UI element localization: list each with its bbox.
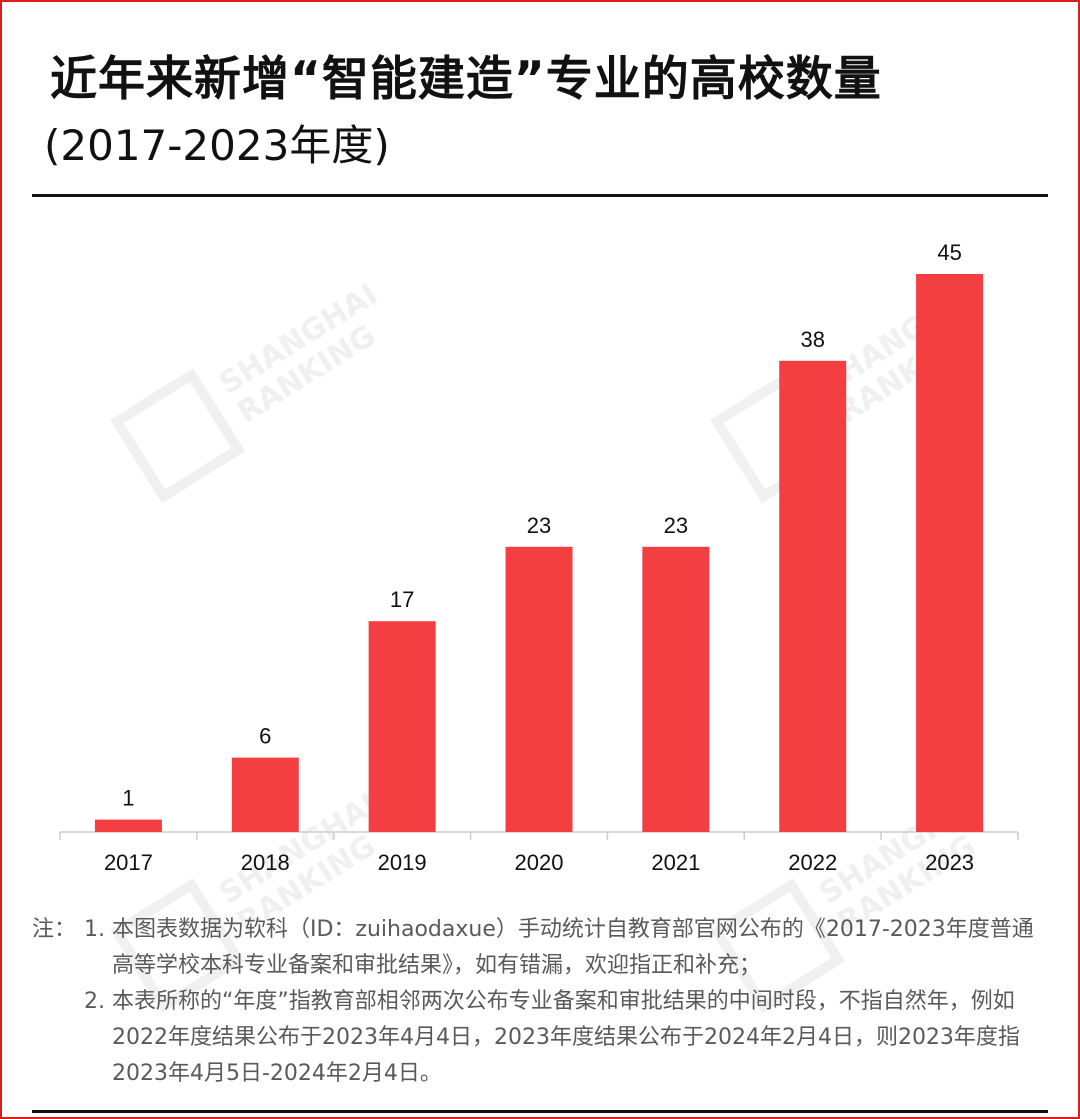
- data-label-2022: 38: [800, 327, 824, 352]
- footnote-item: 注： 1. 本图表数据为软科（ID：zuihaodaxue）手动统计自教育部官网…: [32, 912, 1048, 984]
- footnote-item: 2. 本表所称的“年度”指教育部相邻两次公布专业备案和审批结果的中间时段，不指自…: [32, 984, 1048, 1092]
- data-label-2020: 23: [527, 513, 551, 538]
- bar-2021: [642, 546, 710, 832]
- data-label-2018: 6: [259, 724, 271, 749]
- page-title: 近年来新增“智能建造”专业的高校数量: [50, 52, 882, 107]
- data-label-2021: 23: [664, 513, 688, 538]
- bar-2019: [368, 621, 436, 832]
- x-tick-label-2021: 2021: [651, 850, 700, 875]
- data-label-2023: 45: [937, 240, 961, 265]
- top-divider: [32, 194, 1048, 197]
- footnote-prefix: 注：: [32, 917, 77, 942]
- bar-2022: [779, 360, 847, 832]
- bar-2017: [94, 819, 162, 832]
- footnote-number: 2.: [84, 989, 105, 1014]
- footnote-text: 本表所称的“年度”指教育部相邻两次公布专业备案和审批结果的中间时段，不指自然年，…: [112, 989, 1020, 1086]
- bar-2023: [916, 274, 984, 832]
- bar-2020: [505, 546, 573, 832]
- page-subtitle: (2017-2023年度): [44, 121, 390, 170]
- x-tick-label-2023: 2023: [925, 850, 974, 875]
- x-tick-label-2017: 2017: [104, 850, 153, 875]
- footnote-text: 本图表数据为软科（ID：zuihaodaxue）手动统计自教育部官网公布的《20…: [112, 917, 1034, 978]
- x-tick-label-2020: 2020: [515, 850, 564, 875]
- bar-2018: [231, 757, 299, 832]
- x-tick-label-2018: 2018: [241, 850, 290, 875]
- footnotes: 注： 1. 本图表数据为软科（ID：zuihaodaxue）手动统计自教育部官网…: [32, 912, 1048, 1092]
- bar-chart: 1 2017 6 2018 17 2019 23 2020 23 2021 38 2022 45 2023: [59, 240, 1019, 875]
- x-tick-label-2022: 2022: [788, 850, 837, 875]
- data-label-2019: 17: [390, 587, 414, 612]
- bottom-divider: [32, 1110, 1048, 1113]
- data-label-2017: 1: [122, 786, 134, 811]
- x-tick-label-2019: 2019: [378, 850, 427, 875]
- footnote-number: 1.: [84, 917, 105, 942]
